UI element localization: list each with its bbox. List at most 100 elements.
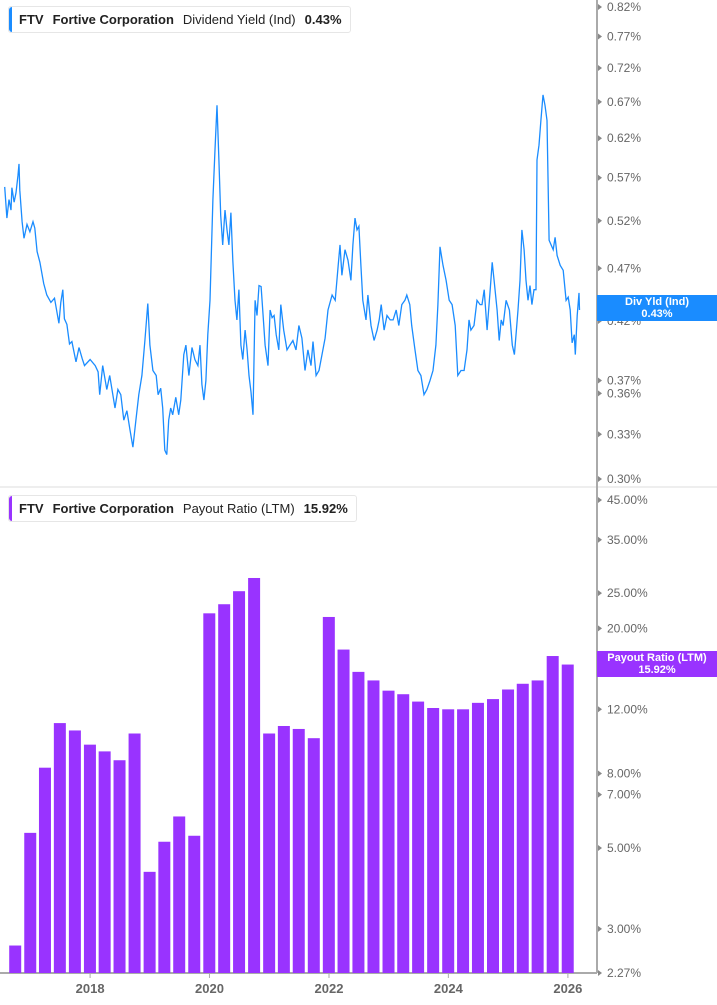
legend-company: Fortive Corporation (52, 501, 174, 516)
y-tick-label: 12.00% (607, 702, 648, 716)
y-tick-mark (598, 625, 602, 632)
y-tick-mark (598, 33, 602, 40)
y-tick-mark (598, 706, 602, 713)
legend-color-marker (9, 7, 12, 32)
legend-company: Fortive Corporation (52, 12, 174, 27)
payout-bar (427, 707, 440, 973)
x-tick-label: 2026 (553, 981, 582, 996)
payout-bar (83, 744, 96, 973)
y-tick-mark (598, 770, 602, 777)
payout-bar (248, 577, 261, 973)
y-tick-label: 3.00% (607, 922, 641, 936)
y-tick-label: 2.27% (607, 966, 641, 980)
y-tick-mark (598, 98, 602, 105)
y-tick-label: 0.82% (607, 0, 641, 14)
payout-bar (531, 680, 544, 973)
legend-ticker: FTV (19, 501, 44, 516)
payout-bar (352, 671, 365, 973)
y-tick-label: 0.52% (607, 214, 641, 228)
payout-bars (9, 577, 574, 973)
payout-value-tag: Payout Ratio (LTM) 15.92% (597, 651, 717, 677)
y-tick-label: 0.72% (607, 61, 641, 75)
payout-bar (143, 871, 156, 973)
y-tick-mark (598, 431, 602, 438)
payout-bar (68, 730, 81, 973)
y-tick-label: 0.57% (607, 171, 641, 185)
y-tick-mark (598, 791, 602, 798)
payout-bar (502, 689, 515, 973)
legend-value: 0.43% (304, 12, 342, 27)
payout-bar (24, 832, 37, 973)
payout-bar (382, 690, 395, 973)
y-tick-label: 0.62% (607, 131, 641, 145)
payout-bar (546, 656, 559, 973)
y-tick-label: 7.00% (607, 788, 641, 802)
x-tick-label: 2020 (195, 981, 224, 996)
y-tick-mark (598, 390, 602, 397)
tag-value: 15.92% (638, 664, 676, 676)
payout-bar (487, 699, 500, 973)
payout-bar (367, 680, 380, 973)
tag-label: Div Yld (Ind) (625, 296, 689, 308)
payout-bar (158, 841, 171, 973)
legend-color-marker (9, 496, 12, 521)
payout-bar (322, 616, 335, 973)
y-tick-mark (598, 174, 602, 181)
payout-bar (128, 733, 141, 973)
y-tick-mark (598, 844, 602, 851)
payout-bar (263, 733, 276, 973)
payout-bar (277, 725, 290, 973)
payout-bar (218, 604, 231, 973)
x-tick-label: 2024 (434, 981, 464, 996)
y-tick-label: 0.30% (607, 472, 641, 486)
y-tick-label: 20.00% (607, 621, 648, 635)
payout-bar (38, 767, 51, 973)
tag-label: Payout Ratio (LTM) (607, 652, 707, 664)
y-tick-label: 0.37% (607, 374, 641, 388)
payout-bar (442, 709, 455, 973)
yield-value-tag: Div Yld (Ind) 0.43% (597, 295, 717, 321)
legend-value: 15.92% (303, 501, 348, 516)
payout-y-axis: 45.00% 35.00% 25.00% 20.00% 12.00% 8.00% 7.00%… (598, 493, 648, 980)
yield-line (4, 94, 581, 455)
y-tick-label: 0.47% (607, 261, 641, 275)
payout-bar (307, 738, 320, 973)
y-tick-label: 45.00% (607, 493, 648, 507)
y-tick-mark (598, 476, 602, 482)
yield-y-axis: 0.82% 0.77% 0.72% 0.67% 0.62% 0.57% 0.52% 0.47%… (598, 0, 641, 486)
payout-bar (412, 701, 425, 973)
payout-bar (98, 751, 111, 973)
payout-bar (233, 591, 246, 973)
tag-value: 0.43% (641, 308, 673, 320)
payout-bar (53, 723, 66, 973)
payout-bar (173, 816, 186, 973)
y-tick-mark (598, 4, 602, 10)
payout-bar (561, 664, 574, 973)
y-tick-label: 8.00% (607, 767, 641, 781)
y-tick-mark (598, 65, 602, 72)
y-tick-mark (598, 377, 602, 384)
legend-ticker: FTV (19, 12, 44, 27)
y-tick-mark (598, 217, 602, 224)
yield-legend: FTV Fortive Corporation Dividend Yield (… (8, 6, 351, 33)
payout-bar (292, 728, 305, 973)
y-tick-label: 0.77% (607, 30, 641, 44)
payout-bar (516, 683, 529, 973)
x-tick-label: 2018 (76, 981, 105, 996)
y-tick-label: 0.67% (607, 95, 641, 109)
x-tick-label: 2022 (315, 981, 344, 996)
y-tick-mark (598, 497, 602, 503)
y-tick-label: 5.00% (607, 841, 641, 855)
y-tick-label: 35.00% (607, 533, 648, 547)
y-tick-label: 0.33% (607, 427, 641, 441)
payout-bar (457, 709, 470, 973)
y-tick-mark (598, 536, 602, 543)
payout-bar (397, 694, 410, 973)
payout-bar (471, 702, 484, 973)
y-tick-label: 25.00% (607, 586, 648, 600)
payout-bar (113, 760, 126, 973)
x-axis: 2018 2020 2022 2024 2026 (76, 973, 582, 996)
y-tick-mark (598, 970, 602, 976)
y-tick-mark (598, 590, 602, 597)
